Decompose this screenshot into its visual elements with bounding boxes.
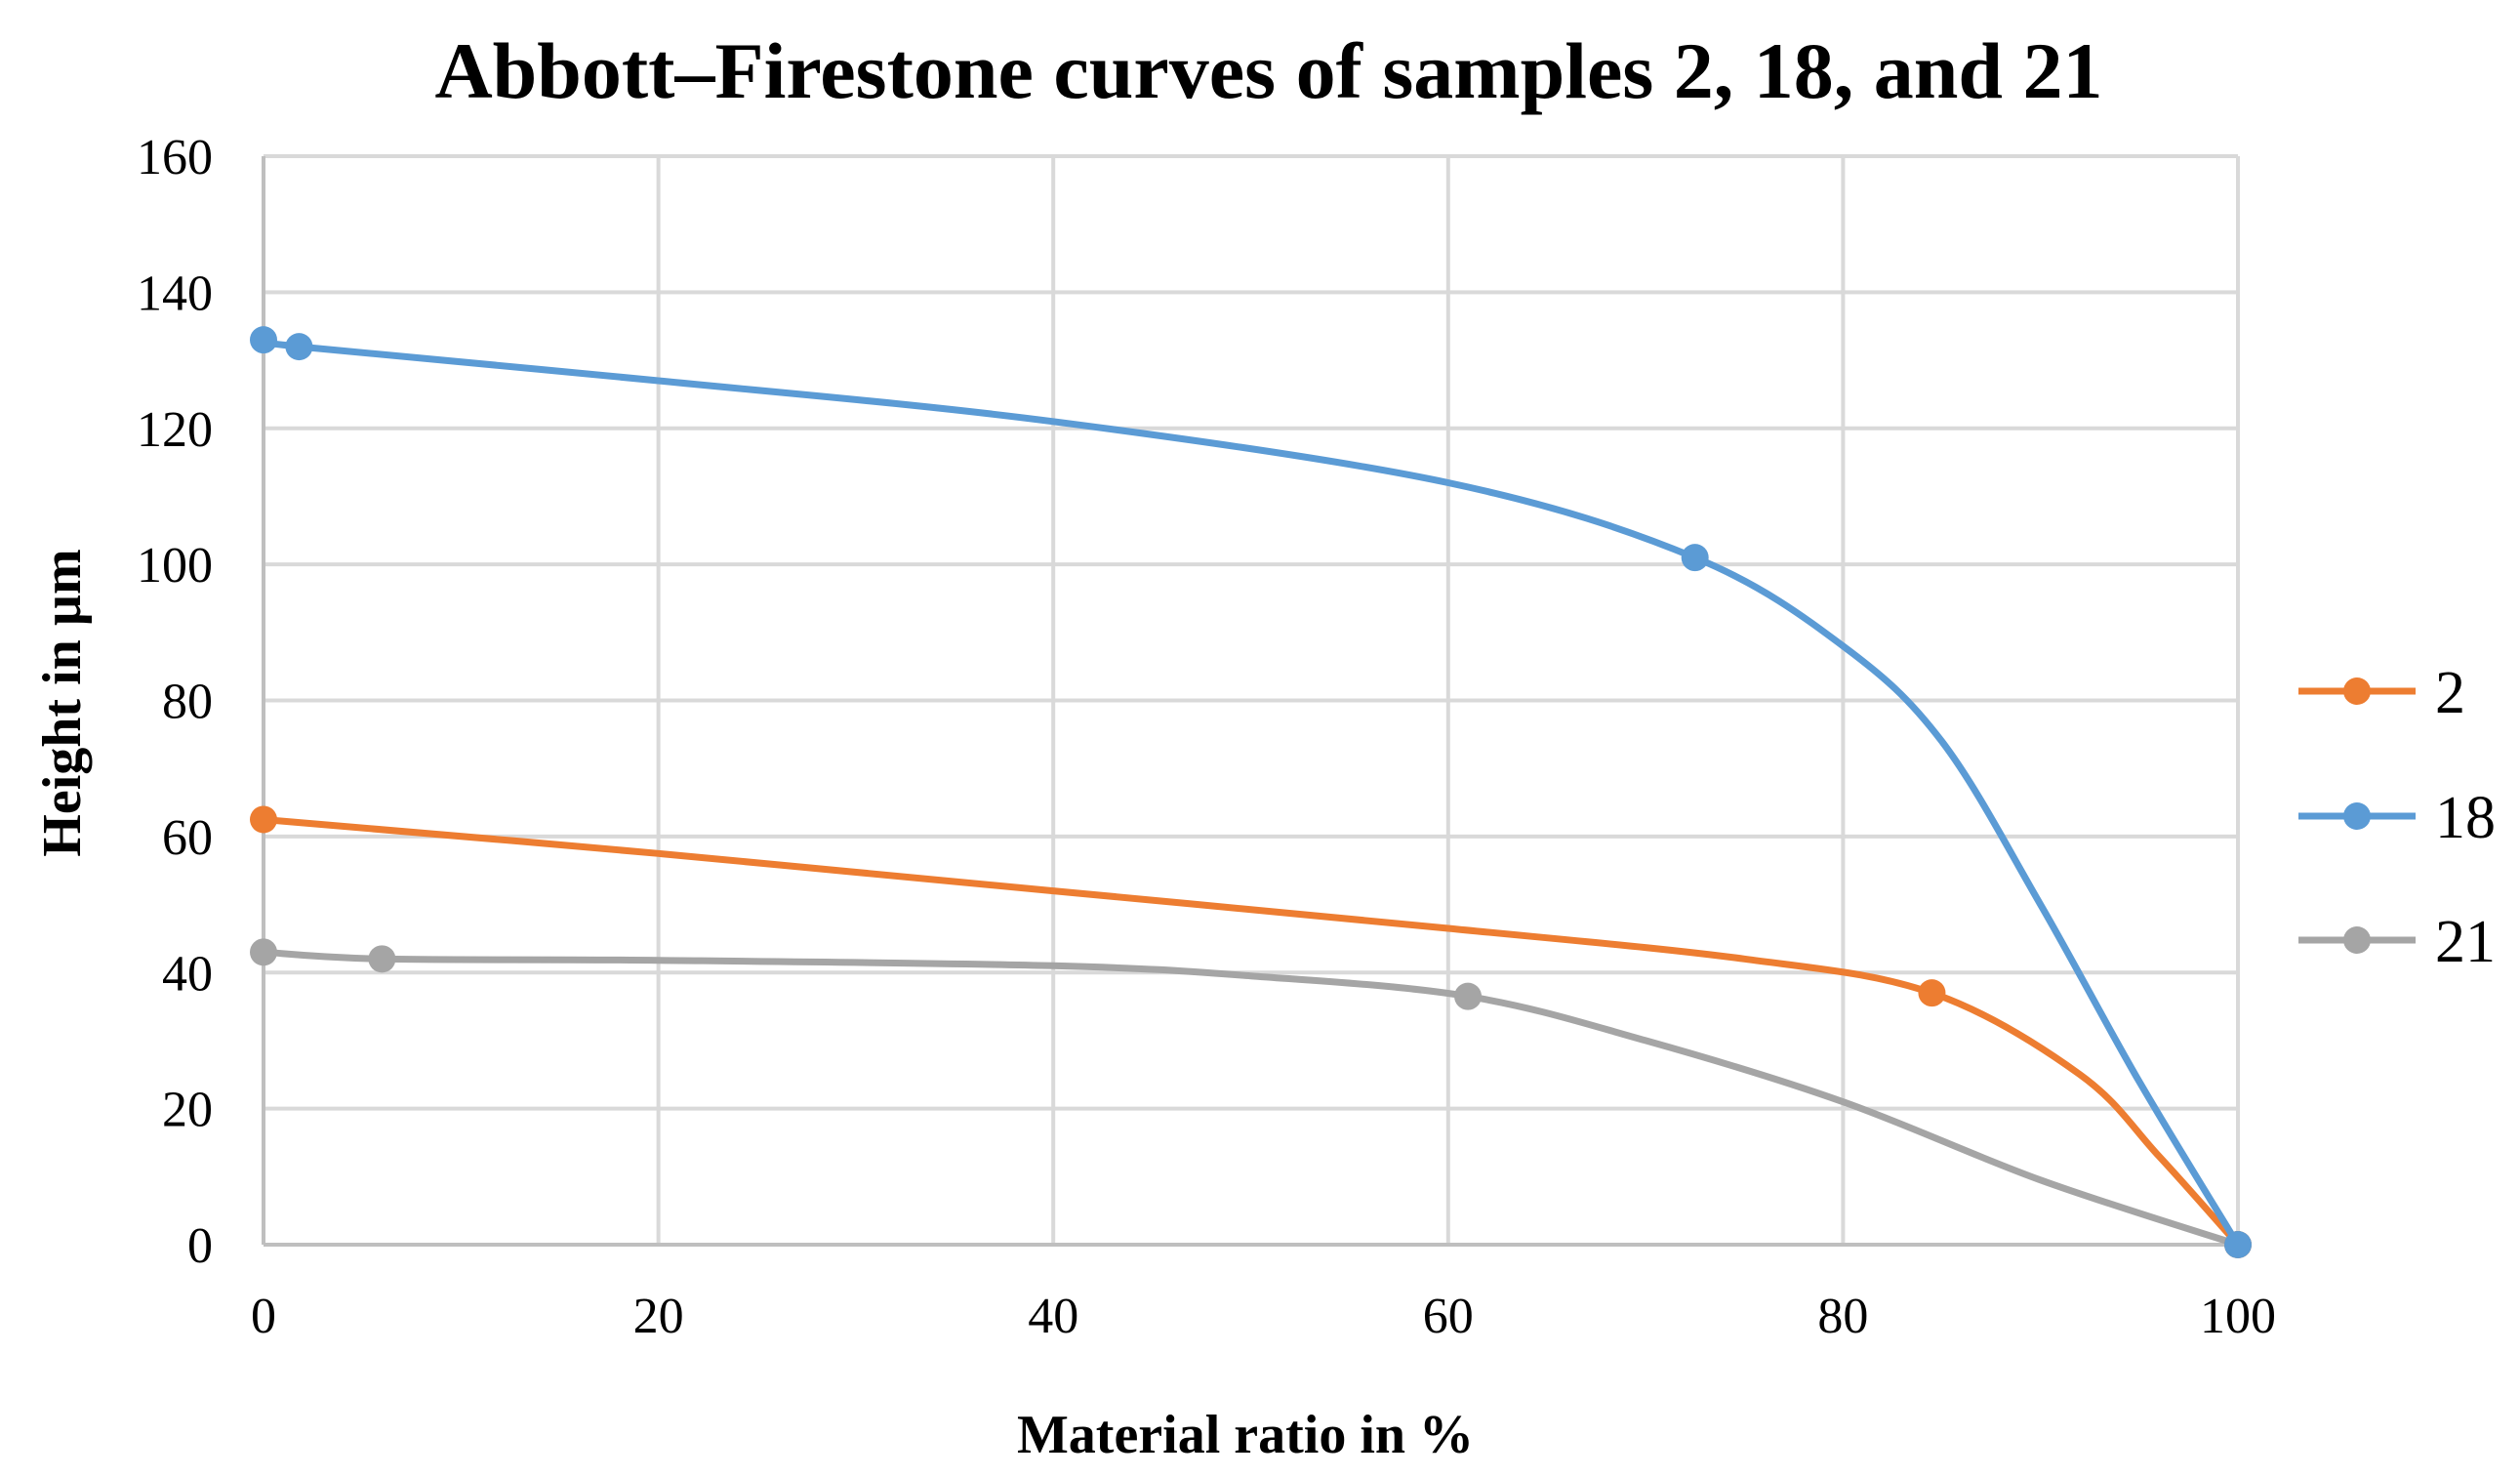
legend: 2 18 21	[2298, 660, 2496, 975]
y-tick-label: 60	[162, 810, 213, 866]
series-18-point	[250, 326, 277, 354]
legend-label-2: 2	[2435, 660, 2465, 726]
legend-marker-21	[2343, 926, 2371, 954]
y-tick-label: 160	[137, 130, 213, 185]
series-2-line	[260, 816, 2242, 1249]
legend-label-21: 21	[2435, 909, 2496, 975]
y-tick-label: 40	[162, 946, 213, 1002]
legend-item-21: 21	[2298, 909, 2496, 975]
series-18-point	[1681, 544, 1709, 572]
series-18-line	[255, 336, 2242, 1249]
y-tick-label: 100	[137, 538, 213, 594]
series-2	[250, 805, 2252, 1258]
series-18-point	[285, 333, 313, 361]
legend-marker-18	[2343, 802, 2371, 830]
y-tick-label: 80	[162, 675, 213, 730]
series-2-point	[1918, 979, 1946, 1007]
y-tick-label: 120	[137, 402, 213, 458]
series-21-point	[1454, 982, 1483, 1010]
legend-label-18: 18	[2435, 785, 2496, 851]
y-tick-label: 0	[187, 1218, 213, 1274]
series-18	[250, 326, 2252, 1258]
y-tick-label: 140	[137, 266, 213, 321]
x-tick-label: 40	[1028, 1289, 1078, 1344]
series-2-point	[250, 805, 277, 834]
legend-item-2: 2	[2298, 660, 2465, 726]
x-tick-label: 20	[633, 1289, 684, 1344]
x-axis-title: Material ratio in %	[1017, 1405, 1474, 1465]
x-tick-label: 60	[1423, 1289, 1474, 1344]
series-21-point	[368, 945, 396, 973]
grid	[264, 154, 2240, 1245]
series-21-line	[260, 948, 2242, 1249]
x-tick-label: 0	[251, 1289, 276, 1344]
series-21-point	[250, 938, 277, 966]
x-tick-label: 100	[2200, 1289, 2276, 1344]
x-tick-label: 80	[1817, 1289, 1868, 1344]
legend-item-18: 18	[2298, 785, 2496, 851]
y-axis-title: Height in µm	[32, 549, 93, 856]
legend-marker-2	[2343, 677, 2371, 705]
axes: 0 20 40 60 80 100 120 140 160 0 20 40 60 80 100	[137, 130, 2276, 1344]
chart-title: Abbott–Firestone curves of samples 2, 18…	[434, 26, 2102, 115]
series-21	[250, 938, 2252, 1258]
y-tick-label: 20	[162, 1083, 213, 1138]
series-layer	[250, 326, 2252, 1258]
series-18-point	[2224, 1231, 2252, 1258]
